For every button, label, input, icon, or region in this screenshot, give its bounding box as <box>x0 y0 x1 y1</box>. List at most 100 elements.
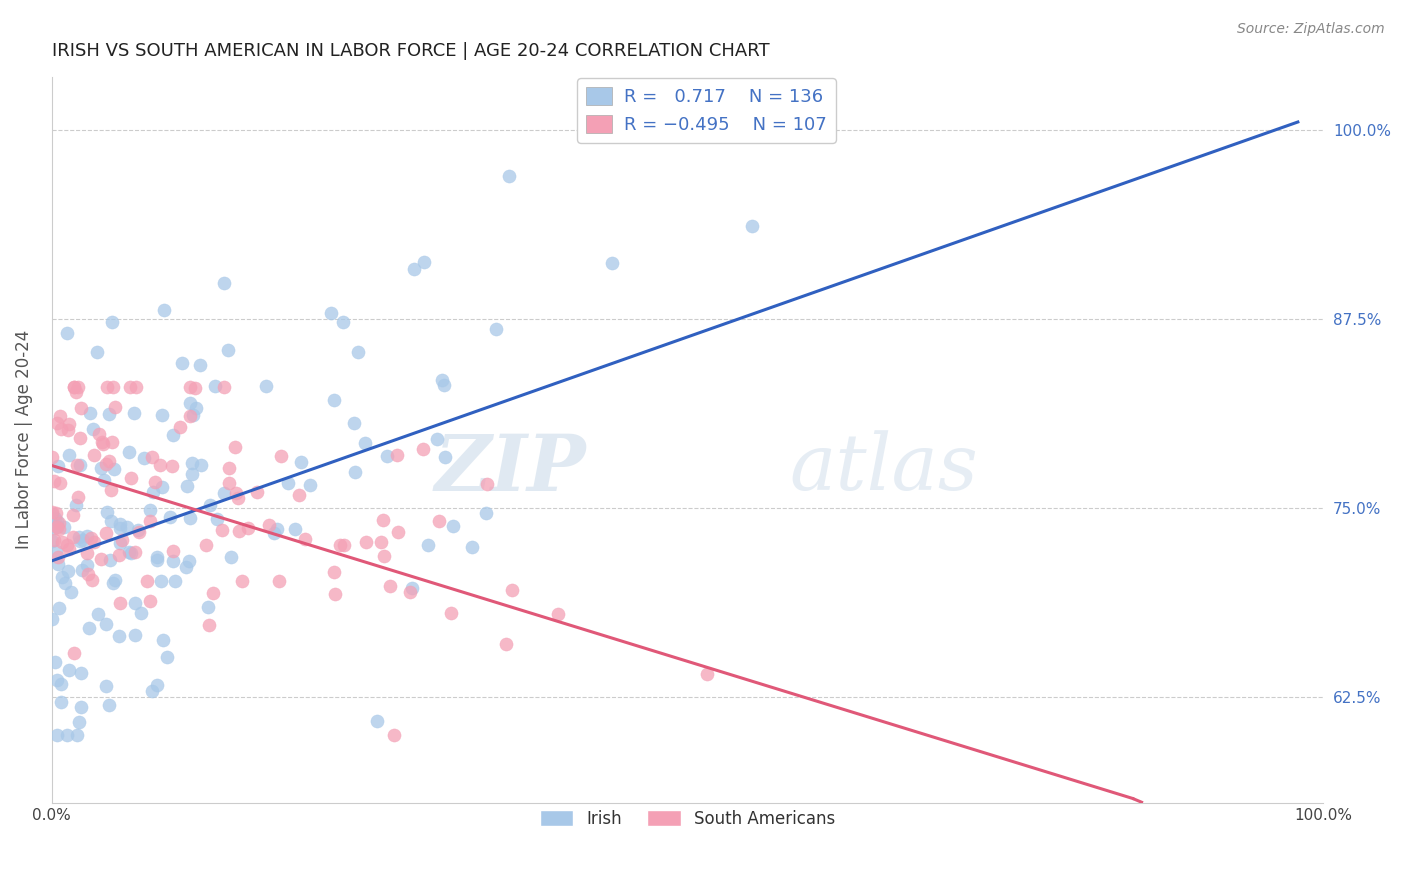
Point <box>55 728 77 742</box>
Text: atlas: atlas <box>789 431 979 507</box>
Point <box>263 526 285 541</box>
Text: Source: ZipAtlas.com: Source: ZipAtlas.com <box>1237 22 1385 37</box>
Point <box>184 401 207 415</box>
Point <box>44 655 66 669</box>
Point <box>94 616 117 631</box>
Point <box>329 538 352 552</box>
Point <box>146 552 169 566</box>
Point <box>49 409 72 423</box>
Point <box>294 532 316 546</box>
Point <box>146 678 169 692</box>
Point <box>343 416 366 430</box>
Point <box>100 514 122 528</box>
Point <box>333 538 356 552</box>
Point <box>198 618 221 632</box>
Point <box>176 559 198 574</box>
Point <box>373 549 395 563</box>
Point <box>322 565 344 579</box>
Point <box>547 607 569 622</box>
Point <box>66 728 89 742</box>
Point <box>70 699 93 714</box>
Point <box>246 485 269 500</box>
Point <box>433 450 456 464</box>
Point <box>72 533 94 548</box>
Point <box>49 695 72 709</box>
Point <box>224 440 246 454</box>
Point <box>100 483 122 497</box>
Point <box>321 306 343 320</box>
Point <box>69 533 91 548</box>
Point <box>134 451 156 466</box>
Point <box>56 538 79 552</box>
Point <box>188 359 211 373</box>
Point <box>41 505 63 519</box>
Point <box>48 601 70 615</box>
Point <box>150 479 173 493</box>
Point <box>498 169 520 184</box>
Point <box>42 533 65 547</box>
Point <box>58 448 80 462</box>
Point <box>190 458 212 472</box>
Point <box>356 535 378 549</box>
Point <box>41 507 63 521</box>
Point <box>120 380 142 394</box>
Point <box>80 532 103 546</box>
Point <box>169 419 191 434</box>
Point <box>212 380 235 394</box>
Point <box>401 581 423 595</box>
Point <box>143 475 166 489</box>
Point <box>412 254 434 268</box>
Point <box>231 574 253 589</box>
Point <box>98 407 121 421</box>
Point <box>46 558 69 572</box>
Point <box>138 514 160 528</box>
Point <box>226 491 249 505</box>
Point <box>162 553 184 567</box>
Point <box>103 401 125 415</box>
Point <box>162 428 184 442</box>
Point <box>58 417 80 431</box>
Point <box>45 728 67 742</box>
Point <box>412 442 434 456</box>
Point <box>62 530 84 544</box>
Point <box>120 546 142 560</box>
Point <box>485 322 508 336</box>
Point <box>298 478 321 492</box>
Point <box>254 378 277 392</box>
Point <box>49 422 72 436</box>
Point <box>433 378 456 392</box>
Point <box>62 646 84 660</box>
Point <box>430 373 453 387</box>
Point <box>91 437 114 451</box>
Point <box>42 521 65 535</box>
Point <box>118 545 141 559</box>
Point <box>41 534 63 549</box>
Point <box>124 545 146 559</box>
Point <box>58 663 80 677</box>
Point <box>146 549 169 564</box>
Point <box>218 461 240 475</box>
Point <box>284 522 307 536</box>
Point <box>69 432 91 446</box>
Point <box>103 462 125 476</box>
Point <box>69 458 91 473</box>
Point <box>461 540 484 554</box>
Point <box>45 506 67 520</box>
Point <box>97 453 120 467</box>
Point <box>153 302 176 317</box>
Point <box>101 434 124 449</box>
Point <box>67 714 90 729</box>
Point <box>366 714 388 729</box>
Point <box>124 596 146 610</box>
Point <box>179 380 201 394</box>
Point <box>741 219 763 233</box>
Point <box>124 407 146 421</box>
Point <box>179 554 201 568</box>
Point <box>63 380 86 394</box>
Point <box>197 599 219 614</box>
Point <box>149 458 172 473</box>
Point <box>53 520 76 534</box>
Point <box>108 629 131 643</box>
Point <box>212 486 235 500</box>
Point <box>108 548 131 562</box>
